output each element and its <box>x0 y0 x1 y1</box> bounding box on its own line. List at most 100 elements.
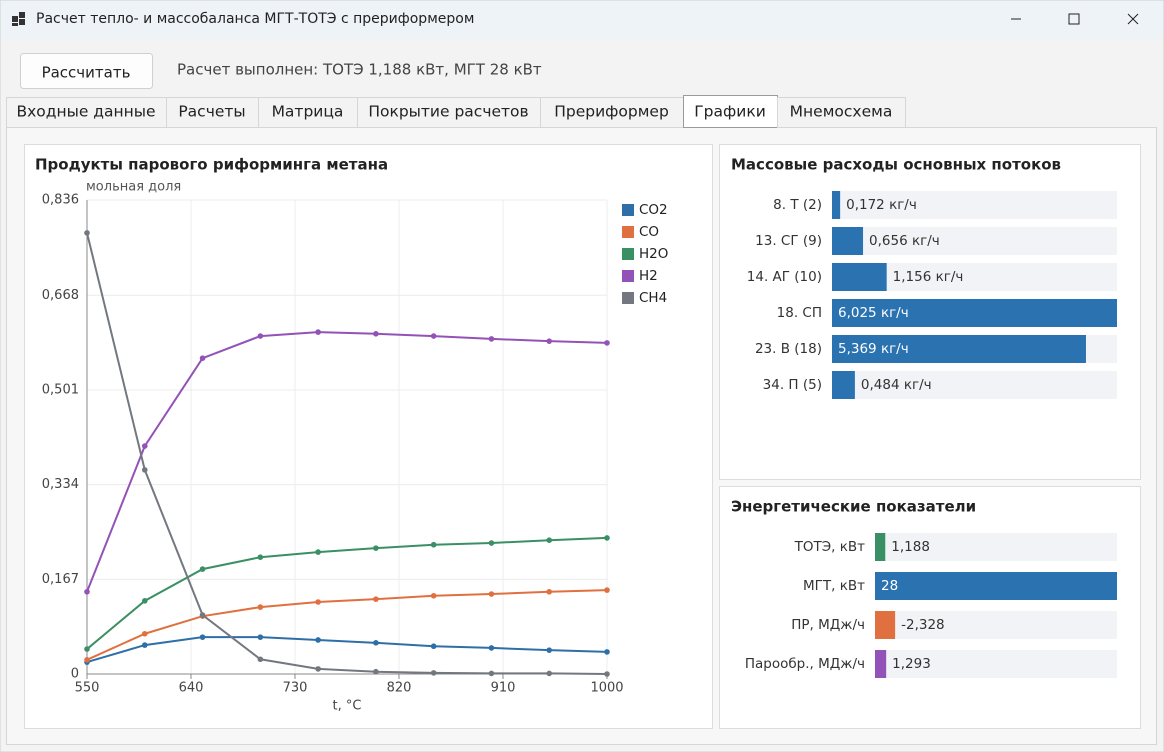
bar-value-label: 1,188 <box>891 539 930 555</box>
bar <box>832 191 841 219</box>
tab[interactable] <box>777 97 906 128</box>
series-line <box>86 589 608 661</box>
y-tick-label: 0,334 <box>42 477 79 492</box>
tab[interactable] <box>258 97 358 128</box>
data-point <box>84 588 90 595</box>
y-tick-label: 0,668 <box>42 288 79 303</box>
app-icon <box>12 12 25 26</box>
bar-category: 34. П (5) <box>763 377 822 393</box>
bar-track <box>875 650 1117 678</box>
x-tick-label: 1000 <box>590 681 623 696</box>
data-point <box>257 554 264 561</box>
y-axis-label: мольная доля <box>86 180 181 195</box>
data-point <box>141 598 148 604</box>
data-point <box>315 599 321 605</box>
bar-category: 23. В (18) <box>755 341 822 357</box>
bar <box>832 335 1086 363</box>
data-point <box>604 649 610 655</box>
data-point <box>430 643 437 650</box>
data-point <box>430 592 437 599</box>
bar <box>832 227 864 255</box>
tab[interactable] <box>166 97 259 128</box>
bar-value-label: 0,656 кг/ч <box>869 233 940 249</box>
data-point <box>546 537 553 543</box>
bar-category: 18. СП <box>777 305 822 321</box>
tab-label[interactable]: Расчеты <box>178 103 245 121</box>
y-tick-label: 0 <box>71 667 79 682</box>
tab-label[interactable]: Матрица <box>272 103 344 121</box>
data-point <box>84 657 90 663</box>
data-point <box>257 634 264 640</box>
bar-value-label: 1,293 <box>892 656 931 672</box>
x-tick-label: 820 <box>387 681 412 696</box>
close-button[interactable] <box>1127 13 1139 25</box>
data-point <box>199 634 206 640</box>
y-tick-label: 0,167 <box>42 572 79 587</box>
series-line <box>86 536 608 650</box>
bar-category: ПР, МДж/ч <box>791 617 865 633</box>
legend-swatch <box>622 270 634 282</box>
calculate-button-label[interactable]: Рассчитать <box>42 64 131 82</box>
data-point <box>546 338 553 344</box>
data-point <box>199 355 206 361</box>
series-line <box>86 232 608 675</box>
chart-title: Энергетические показатели <box>731 498 976 516</box>
data-point <box>373 596 379 602</box>
legend-label: H2 <box>639 268 658 284</box>
legend-swatch <box>622 248 634 260</box>
data-point <box>373 668 379 675</box>
bar <box>875 533 886 561</box>
data-point <box>546 670 553 677</box>
data-point <box>315 549 321 555</box>
bar <box>832 299 1117 327</box>
data-point <box>257 656 264 663</box>
bar <box>875 572 1117 600</box>
data-point <box>604 671 610 677</box>
bar-value-label: 28 <box>881 578 898 594</box>
data-point <box>604 535 610 541</box>
data-point <box>373 545 379 551</box>
tab-label[interactable]: Входные данные <box>16 103 155 121</box>
calculate-button[interactable] <box>20 53 153 89</box>
data-point <box>546 647 553 653</box>
bar-value-label: 5,369 кг/ч <box>838 341 909 357</box>
tab[interactable] <box>540 97 684 128</box>
tab-label[interactable]: Графики <box>694 103 766 121</box>
data-point <box>488 540 495 546</box>
data-point <box>373 640 379 646</box>
tab[interactable] <box>357 97 541 128</box>
maximize-button[interactable] <box>1068 13 1080 25</box>
y-tick-label: 0,836 <box>42 193 79 208</box>
chart-title: Продукты парового риформинга метана <box>35 156 388 174</box>
x-tick-label: 910 <box>491 681 516 696</box>
bar <box>875 611 896 639</box>
data-point <box>604 587 610 593</box>
bar <box>875 650 887 678</box>
tab[interactable] <box>6 97 167 128</box>
data-point <box>604 340 610 346</box>
data-point <box>257 333 264 339</box>
data-point <box>488 645 495 651</box>
tab-label[interactable]: Покрытие расчетов <box>368 103 528 121</box>
bar-value-label: -2,328 <box>901 617 945 633</box>
title-bar <box>0 0 1164 39</box>
tab-label[interactable]: Мнемосхема <box>790 103 893 121</box>
data-point <box>430 670 437 676</box>
data-point <box>84 646 90 652</box>
data-point <box>546 588 553 595</box>
legend-swatch <box>622 204 634 216</box>
bar-category: 8. Т (2) <box>773 197 822 213</box>
bar-value-label: 1,156 кг/ч <box>893 269 964 285</box>
bar-track <box>832 371 1117 399</box>
bar-category: ТОТЭ, кВт <box>794 539 866 555</box>
series-line <box>86 331 608 593</box>
bar-value-label: 0,484 кг/ч <box>861 377 932 393</box>
bar-track <box>832 227 1117 255</box>
data-point <box>199 566 206 572</box>
legend-label: CH4 <box>639 290 667 306</box>
tab-label[interactable]: Прериформер <box>554 103 669 121</box>
bar-track <box>875 611 1117 639</box>
tab[interactable] <box>683 95 778 128</box>
bar-track <box>875 533 1117 561</box>
data-point <box>84 230 90 236</box>
